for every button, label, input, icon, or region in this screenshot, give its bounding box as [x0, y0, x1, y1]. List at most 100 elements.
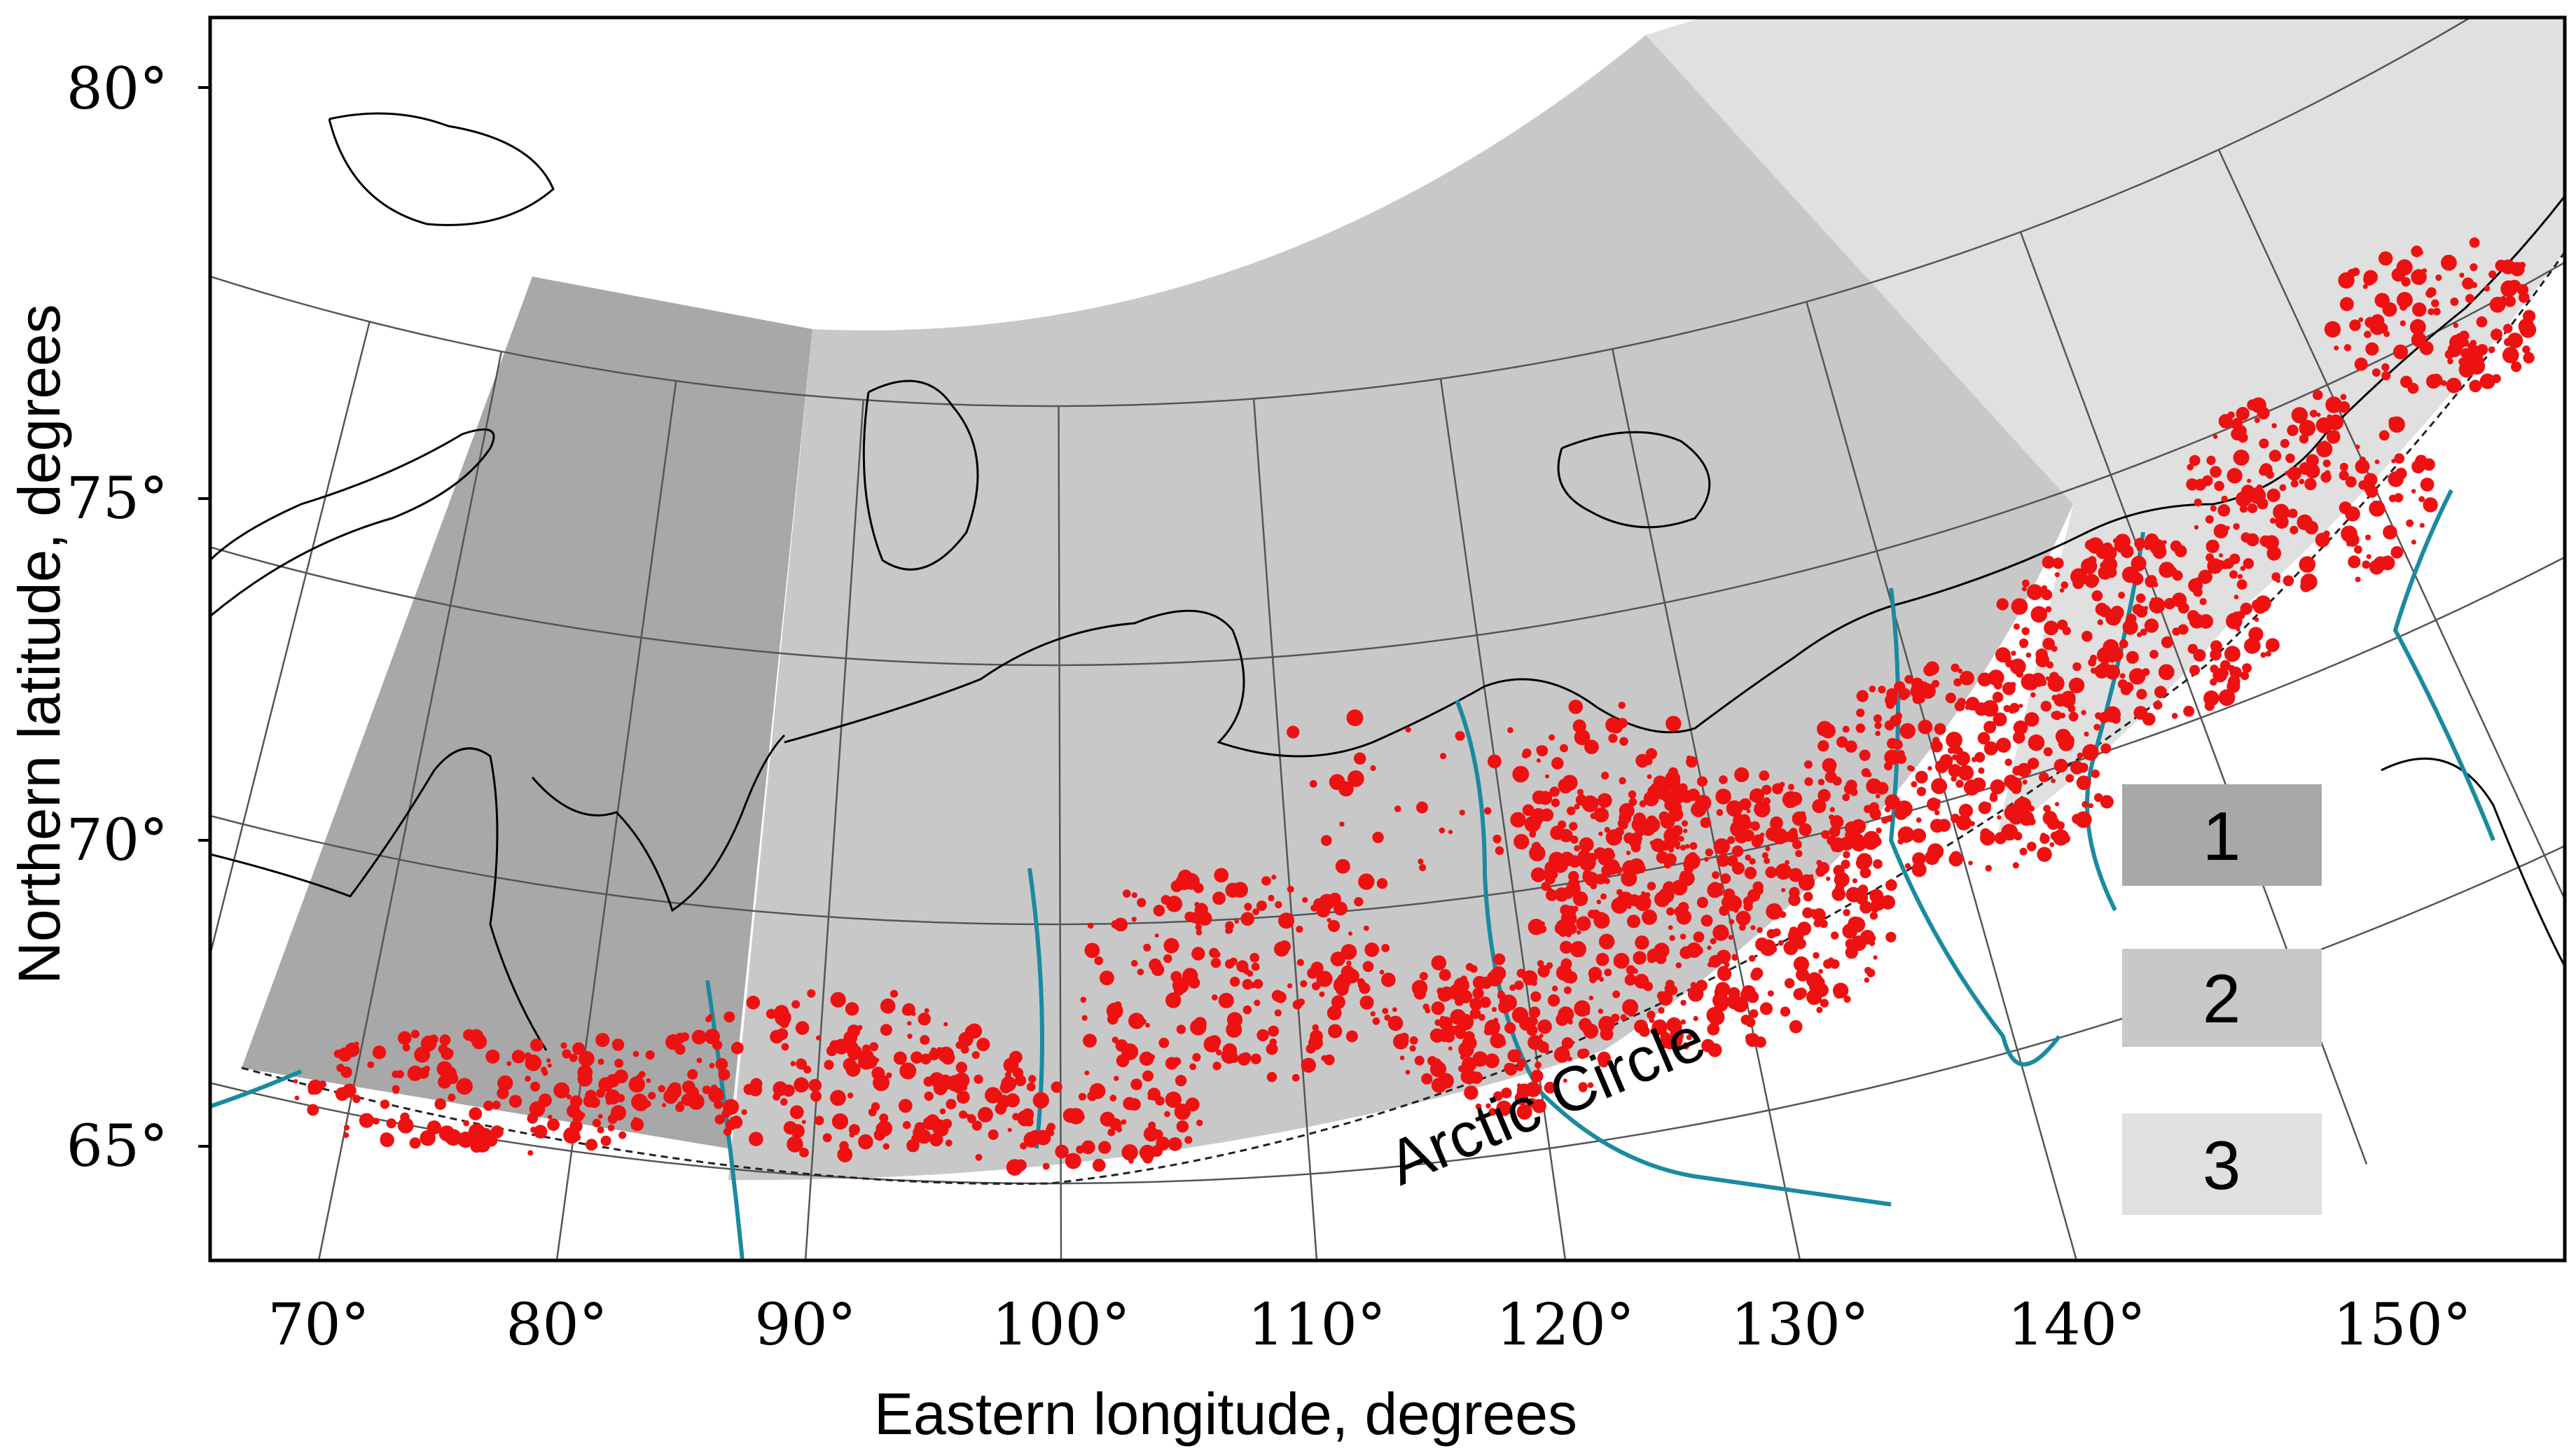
fire-site	[420, 1129, 436, 1146]
fire-site	[1951, 663, 1960, 672]
fire-site	[2044, 620, 2059, 636]
fire-site	[1462, 1060, 1469, 1067]
fire-site	[2014, 798, 2026, 811]
fire-site	[1524, 816, 1541, 833]
fire-site	[1556, 964, 1572, 981]
fire-site	[1846, 887, 1862, 903]
fire-site	[1708, 1043, 1722, 1057]
fire-site	[2369, 559, 2384, 575]
fire-site	[816, 1035, 822, 1041]
fire-site	[1633, 951, 1647, 965]
fire-site	[1821, 830, 1830, 839]
fire-site	[2187, 610, 2200, 623]
fire-site	[2198, 614, 2214, 629]
fire-site	[1429, 1028, 1445, 1043]
fire-site	[714, 1099, 723, 1109]
fire-site	[2371, 500, 2379, 508]
fire-site	[343, 1125, 350, 1131]
fire-site	[1957, 697, 1966, 707]
fire-site	[898, 1099, 913, 1113]
fire-site	[1972, 777, 1986, 792]
fire-site	[2214, 480, 2224, 492]
fire-site	[1484, 1053, 1500, 1069]
fire-site	[1680, 844, 1687, 851]
fire-site	[2287, 424, 2299, 436]
fire-site	[1087, 922, 1094, 929]
fire-site	[723, 1011, 735, 1023]
fire-site	[483, 1100, 494, 1111]
fire-site	[1341, 944, 1357, 960]
fire-site	[1892, 752, 1904, 764]
fire-site	[1784, 978, 1795, 989]
fire-site	[1951, 775, 1957, 782]
fire-site	[1567, 1019, 1573, 1025]
fire-site	[1727, 836, 1736, 844]
fire-site	[2522, 345, 2530, 354]
fire-site	[1829, 807, 1835, 812]
fire-site	[1539, 1034, 1544, 1038]
fire-site	[1278, 940, 1291, 953]
fire-site	[1381, 944, 1390, 952]
fire-site	[1319, 991, 1325, 997]
fire-site	[1334, 901, 1348, 916]
longitude-line	[555, 380, 677, 1260]
fire-site	[2447, 358, 2453, 365]
fire-site	[1574, 729, 1591, 746]
fire-site	[2035, 653, 2050, 667]
fire-site	[1405, 727, 1411, 733]
fire-site	[635, 1096, 644, 1105]
fire-site	[1847, 834, 1859, 847]
fire-site	[666, 1084, 681, 1100]
fire-site	[1749, 858, 1756, 865]
fire-site	[2349, 319, 2361, 331]
fire-site	[1504, 1062, 1514, 1073]
fire-site	[2236, 491, 2252, 507]
fire-site	[2122, 619, 2138, 635]
fire-site	[2266, 488, 2280, 503]
fire-site	[1376, 878, 1388, 889]
fire-site	[2374, 293, 2390, 308]
fire-site	[1885, 879, 1897, 891]
fire-site	[1548, 858, 1557, 866]
fire-site	[2484, 285, 2491, 292]
fire-site	[1131, 917, 1137, 922]
fire-site	[2023, 680, 2031, 687]
fire-site	[1691, 802, 1707, 817]
fire-site	[632, 1117, 638, 1122]
fire-site	[2100, 743, 2112, 754]
fire-site	[1458, 989, 1473, 1003]
fire-site	[967, 1114, 976, 1124]
fire-site	[1612, 990, 1621, 999]
fire-site	[2283, 575, 2294, 587]
fire-site	[1649, 1017, 1655, 1023]
fire-site	[2153, 700, 2163, 710]
fire-site	[1958, 765, 1974, 781]
fire-site	[1881, 895, 1896, 910]
fire-site	[1411, 980, 1428, 996]
fire-site	[1911, 781, 1918, 788]
fire-site	[2105, 665, 2121, 680]
fire-site	[1787, 784, 1794, 791]
coast-severnaya-zemlya	[862, 380, 979, 571]
fire-site	[2061, 581, 2069, 589]
fire-site	[1593, 849, 1598, 854]
fire-site	[2193, 588, 2203, 597]
fire-site	[1696, 980, 1708, 992]
fire-site	[441, 1047, 454, 1060]
fire-site	[1556, 1013, 1569, 1027]
fire-site	[1602, 847, 1614, 860]
fire-site	[1668, 1033, 1683, 1048]
fire-site	[1261, 876, 1271, 886]
fire-site	[1693, 931, 1705, 943]
fire-site	[2415, 454, 2428, 468]
x-tick-label-80: 80°	[506, 1292, 607, 1358]
fire-site	[2131, 674, 2138, 681]
fire-site	[1694, 946, 1703, 955]
fire-site	[1671, 825, 1683, 836]
fire-site	[2470, 340, 2477, 347]
fire-site	[1931, 778, 1948, 795]
fire-site	[1561, 1037, 1574, 1050]
fire-site	[1574, 804, 1580, 810]
fire-site	[1846, 779, 1857, 791]
fire-site	[847, 1024, 861, 1038]
